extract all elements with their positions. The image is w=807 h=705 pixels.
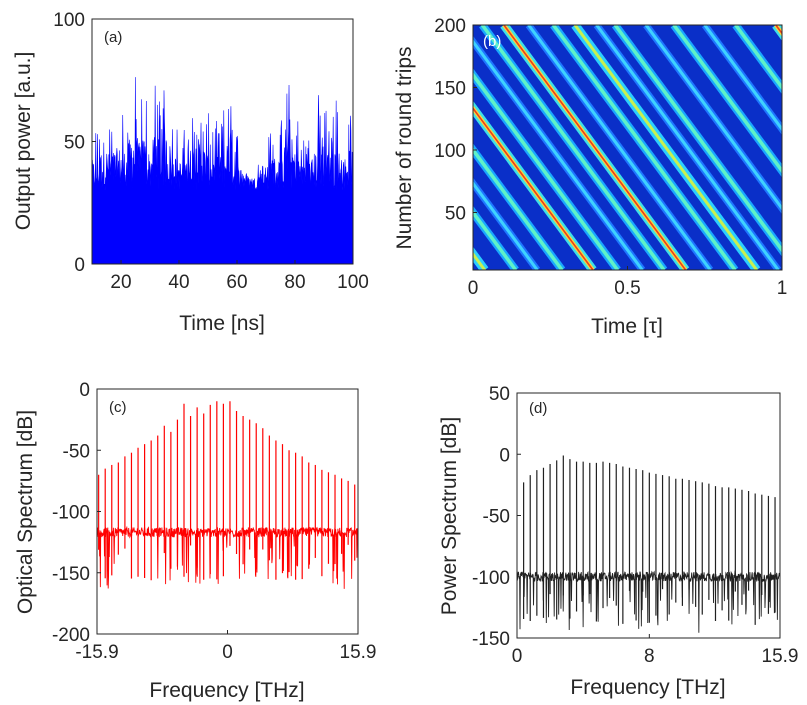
- y-tick-label: -200: [52, 625, 90, 646]
- panel-b-plot-area: [473, 25, 782, 270]
- panel-c-frame: [96, 388, 359, 635]
- panel-a-plot-area: [91, 77, 354, 265]
- x-tick-label: 60: [226, 272, 247, 293]
- panel-b-tag: (b): [483, 33, 501, 50]
- y-tick-label: -50: [63, 441, 90, 462]
- panel-a-output-power: 20 40 60 80 100 0 50 100 (a) Time [ns] Output p…: [12, 10, 369, 335]
- y-tick-label: 100: [434, 141, 466, 162]
- y-tick-label: 150: [434, 79, 466, 100]
- x-tick-label: -15.9: [75, 642, 118, 663]
- x-tick-label: 0: [512, 646, 523, 667]
- panel-d-tag: (d): [529, 400, 547, 417]
- heatmap-stripe: [503, 25, 687, 270]
- panel-c-optical-spectrum: -15.9 0 15.9 -200 -150 -100 -50 0 (c) Frequency…: [14, 380, 376, 702]
- y-tick-label: -100: [52, 503, 90, 524]
- panel-c-xlabel: Frequency [THz]: [149, 679, 304, 702]
- heatmap-stripe: [672, 25, 782, 174]
- x-tick-label: 0.5: [614, 278, 640, 299]
- heatmap-stripe: [473, 147, 564, 270]
- heatmap-stripe: [613, 25, 782, 253]
- y-tick-label: 0: [74, 255, 85, 276]
- y-tick-label: 50: [64, 133, 85, 154]
- panel-b-ylabel: Number of round trips: [393, 46, 416, 249]
- heatmap-stripe: [734, 25, 782, 91]
- x-tick-label: 40: [168, 272, 189, 293]
- y-tick-label: 0: [499, 445, 510, 466]
- y-tick-label: 100: [53, 10, 85, 31]
- panel-d-plot-area: [516, 455, 781, 633]
- y-tick-label: 50: [489, 384, 510, 405]
- y-tick-label: -50: [483, 507, 510, 528]
- x-tick-label: 1: [777, 278, 788, 299]
- panel-d-power-spectrum: 0 8 15.9 -150 -100 -50 0 50 (d) Frequency [THz]…: [438, 384, 798, 699]
- panel-c-plot-area: [96, 401, 359, 589]
- panel-a-ticks: 20 40 60 80 100 0 50 100: [53, 10, 369, 293]
- output-power-trace: [91, 77, 354, 265]
- x-tick-label: 15.9: [340, 642, 377, 663]
- heatmap-stripe: [595, 25, 780, 270]
- panel-d-xlabel: Frequency [THz]: [570, 676, 725, 699]
- panel-a-tag: (a): [104, 29, 122, 46]
- y-tick-label: -100: [472, 568, 510, 589]
- x-tick-label: 0: [468, 278, 479, 299]
- heatmap-stripe: [573, 25, 758, 270]
- heatmap-stripe: [473, 72, 620, 270]
- heatmap-stripe: [473, 39, 644, 270]
- x-tick-label: 15.9: [762, 646, 799, 667]
- heatmap-stripe: [644, 25, 782, 211]
- heatmap-stripe: [473, 209, 518, 270]
- x-tick-label: 0: [222, 642, 233, 663]
- heatmap-stripe: [703, 25, 782, 132]
- panel-a-ylabel: Output power [a.u.]: [12, 52, 35, 231]
- panel-b-xlabel: Time [τ]: [591, 315, 663, 338]
- heatmap-stripe: [473, 180, 539, 270]
- y-tick-label: 200: [434, 16, 466, 37]
- x-tick-label: 80: [284, 272, 305, 293]
- x-tick-label: 8: [644, 646, 655, 667]
- panel-d-ticks: 0 8 15.9 -150 -100 -50 0 50: [472, 384, 799, 667]
- heatmap-stripe: [551, 25, 737, 270]
- panel-c-ticks: -15.9 0 15.9 -200 -150 -100 -50 0: [52, 380, 377, 663]
- spectrum-floor: [516, 570, 781, 633]
- panel-c-ylabel: Optical Spectrum [dB]: [14, 410, 37, 614]
- x-tick-label: 100: [337, 272, 369, 293]
- y-tick-label: -150: [52, 564, 90, 585]
- heatmap-stripe: [480, 25, 666, 270]
- panel-c-tag: (c): [109, 399, 127, 416]
- y-tick-label: 0: [79, 380, 90, 401]
- panel-a-xlabel: Time [ns]: [179, 312, 265, 335]
- heatmap-stripe: [527, 25, 712, 270]
- heatmap-stripe: [473, 106, 594, 270]
- y-tick-label: -150: [472, 629, 510, 650]
- spectrum-floor: [96, 525, 359, 589]
- panel-d-ylabel: Power Spectrum [dB]: [438, 417, 461, 615]
- y-tick-label: 50: [445, 204, 466, 225]
- x-tick-label: 20: [110, 272, 131, 293]
